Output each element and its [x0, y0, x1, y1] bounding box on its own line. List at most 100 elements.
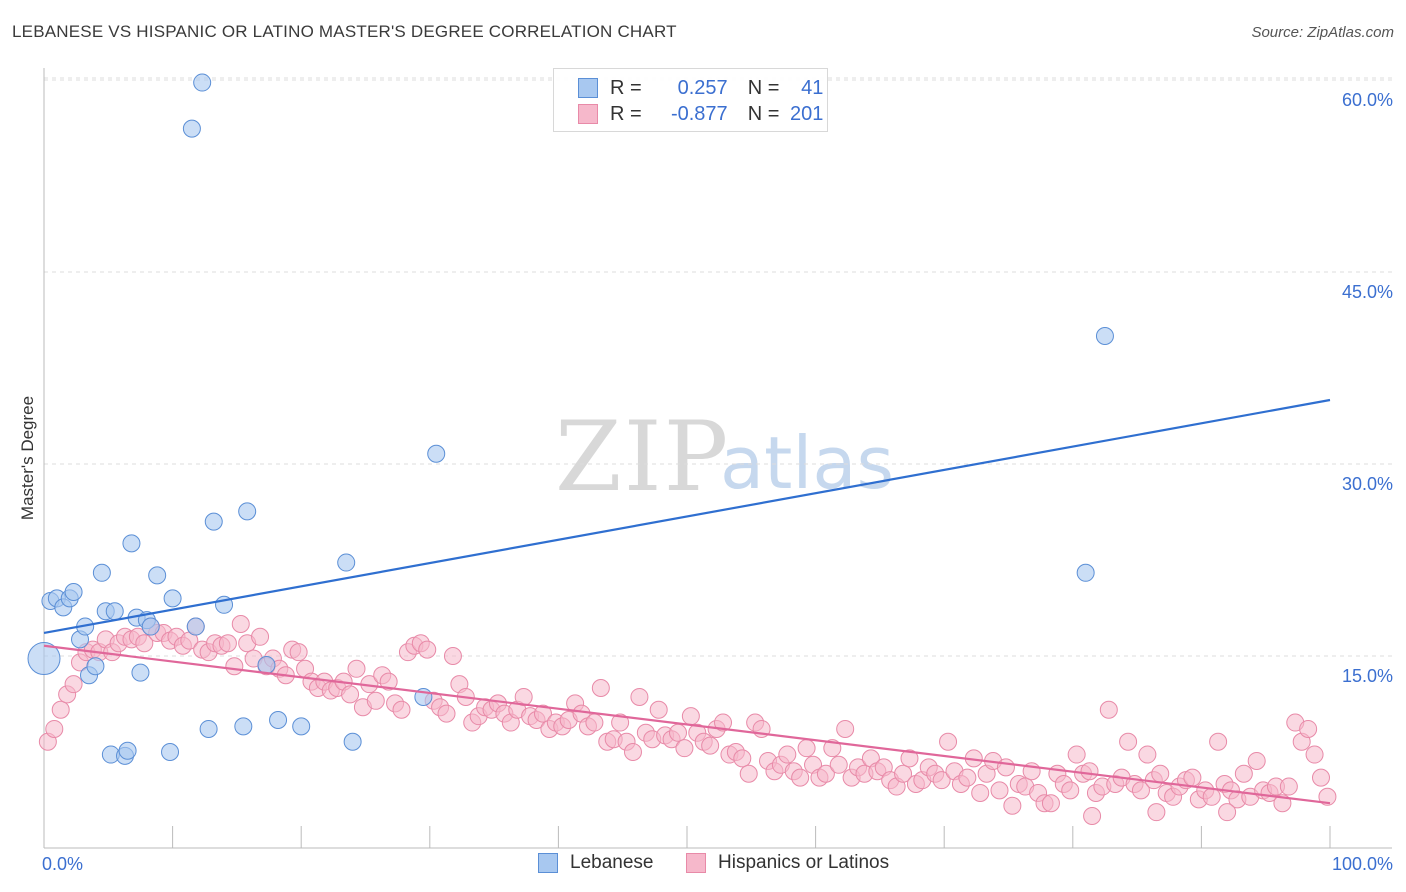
bottom-legend-lebanese: Lebanese	[538, 852, 653, 874]
point-hispanic	[932, 771, 951, 790]
point-hispanic	[1183, 768, 1202, 787]
source-label: Source: ZipAtlas.com	[1251, 24, 1394, 41]
point-hispanic	[64, 675, 83, 694]
point-lebanese	[182, 119, 201, 138]
point-hispanic	[347, 659, 366, 678]
point-lebanese	[427, 444, 446, 463]
point-lebanese	[337, 553, 356, 572]
y-tick-label: 60.0%	[1342, 90, 1393, 110]
point-lebanese	[199, 719, 218, 738]
point-lebanese	[1095, 327, 1114, 345]
point-lebanese	[64, 583, 83, 601]
point-hispanic	[443, 647, 462, 665]
point-hispanic	[611, 713, 630, 732]
point-lebanese	[193, 73, 212, 92]
chart-title: LEBANESE VS HISPANIC OR LATINO MASTER'S …	[12, 22, 677, 41]
y-axis-label: Master's Degree	[18, 396, 37, 520]
point-lebanese	[234, 717, 253, 736]
point-lebanese	[122, 534, 141, 553]
point-hispanic	[1218, 803, 1237, 822]
point-hispanic	[289, 643, 308, 662]
point-hispanic	[1247, 751, 1266, 770]
point-lebanese	[118, 741, 137, 760]
point-lebanese	[148, 566, 167, 585]
point-lebanese	[292, 717, 311, 736]
point-lebanese	[161, 743, 180, 761]
r-label: R =	[610, 76, 642, 99]
point-hispanic	[1099, 700, 1118, 719]
point-hispanic	[739, 764, 758, 783]
legend-row-hispanic: R = -0.877 N = 201	[554, 101, 823, 127]
point-lebanese	[131, 663, 150, 682]
n-value: 41	[801, 76, 824, 99]
trend-line-lebanese	[43, 398, 1331, 635]
point-lebanese	[186, 617, 205, 636]
x-tick-label: 100.0%	[1332, 854, 1393, 874]
point-hispanic	[836, 719, 855, 738]
point-hispanic	[135, 634, 154, 653]
correlation-legend: R = 0.257 N = 41 R = -0.877 N = 201	[553, 68, 828, 132]
point-lebanese	[343, 732, 362, 751]
point-hispanic	[437, 704, 456, 723]
point-hispanic	[591, 679, 610, 697]
legend-label-hispanic: Hispanics or Latinos	[718, 852, 890, 873]
y-tick-label: 15.0%	[1342, 666, 1393, 686]
watermark-zip: ZIP	[555, 401, 730, 513]
point-lebanese	[27, 642, 61, 676]
watermark-atlas: atlas	[720, 421, 894, 505]
point-hispanic	[971, 783, 990, 802]
point-hispanic	[1080, 762, 1099, 781]
point-hispanic	[894, 764, 913, 783]
point-hispanic	[1279, 777, 1298, 796]
point-lebanese	[86, 657, 105, 676]
legend-row-lebanese: R = 0.257 N = 41	[554, 75, 823, 101]
point-lebanese	[92, 563, 111, 582]
point-hispanic	[392, 700, 411, 719]
point-hispanic	[1083, 807, 1102, 825]
point-hispanic	[797, 739, 816, 758]
point-hispanic	[1147, 803, 1166, 822]
point-hispanic	[630, 687, 649, 706]
point-hispanic	[1131, 781, 1150, 800]
point-hispanic	[231, 615, 250, 633]
point-hispanic	[1061, 781, 1080, 800]
point-hispanic	[341, 685, 360, 704]
point-hispanic	[823, 739, 842, 758]
point-hispanic	[366, 691, 385, 710]
point-hispanic	[701, 736, 720, 755]
point-hispanic	[1003, 796, 1022, 815]
point-lebanese	[257, 655, 276, 674]
point-hispanic	[533, 704, 552, 723]
point-hispanic	[1311, 768, 1330, 787]
point-hispanic	[714, 713, 733, 732]
point-lebanese	[105, 602, 124, 621]
point-hispanic	[51, 700, 70, 719]
point-hispanic	[649, 700, 668, 719]
point-hispanic	[900, 749, 919, 768]
trend-line-hispanic	[43, 644, 1331, 805]
point-hispanic	[939, 732, 958, 751]
point-hispanic	[681, 707, 700, 726]
point-hispanic	[1138, 745, 1157, 764]
point-hispanic	[668, 723, 687, 742]
point-lebanese	[238, 502, 257, 521]
n-label: N =	[747, 76, 780, 99]
point-hispanic	[45, 719, 64, 738]
point-hispanic	[733, 749, 752, 768]
point-hispanic	[958, 768, 977, 787]
bottom-legend-hispanic: Hispanics or Latinos	[686, 852, 889, 874]
point-hispanic	[829, 755, 848, 774]
legend-label-lebanese: Lebanese	[570, 852, 654, 873]
point-lebanese	[141, 617, 160, 636]
point-hispanic	[675, 739, 694, 758]
point-hispanic	[585, 713, 604, 732]
point-hispanic	[225, 657, 244, 676]
point-hispanic	[218, 634, 237, 653]
point-hispanic	[1119, 732, 1138, 751]
point-hispanic	[791, 768, 810, 787]
point-lebanese	[1076, 563, 1095, 582]
point-hispanic	[251, 627, 270, 646]
point-hispanic	[1067, 745, 1086, 764]
n-label: N =	[747, 102, 780, 125]
